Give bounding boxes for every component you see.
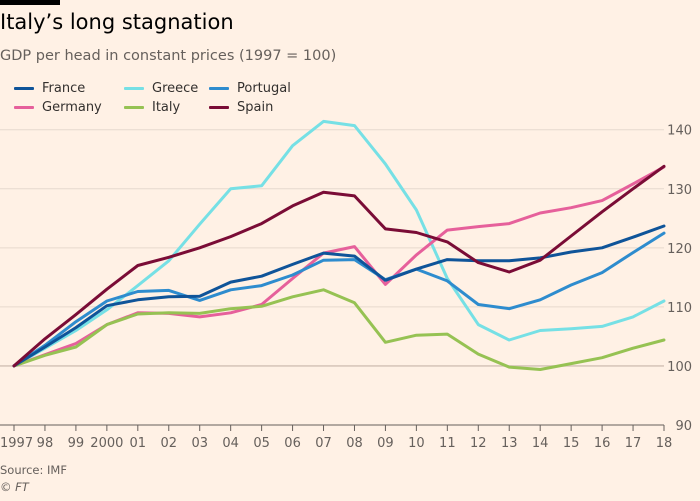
x-tick-label: 11 [439,436,456,451]
legend-swatch [209,87,229,90]
legend-swatch [209,106,229,109]
x-tick-label: 03 [191,436,208,451]
x-tick-label: 06 [284,436,301,451]
x-tick-label: 10 [408,436,425,451]
chart-title: Italy’s long stagnation [0,10,234,34]
x-tick-label: 98 [37,436,54,451]
x-tick-label: 2000 [90,436,123,451]
x-tick-label: 17 [625,436,642,451]
series-line-greece [12,119,666,368]
legend-swatch [124,106,144,109]
legend-swatch [14,87,34,90]
x-tick-label: 14 [532,436,549,451]
x-tick-label: 12 [470,436,487,451]
legend-label: Spain [237,100,274,115]
x-tick-label: 09 [377,436,394,451]
series-line-italy [12,288,666,371]
legend-label: France [42,81,86,96]
y-tick-label: 140 [667,124,692,139]
y-axis-ticks: 90 100 110 120 130 140 [667,124,692,434]
series-line-portugal [12,231,666,368]
legend-item-italy: Italy [124,99,180,117]
x-tick-label: 02 [160,436,177,451]
legend-item-spain: Spain [209,99,273,117]
x-tick-label: 18 [656,436,673,451]
gridlines [0,129,664,426]
legend-item-greece: Greece [124,80,198,98]
legend-item-germany: Germany [14,99,102,117]
credit: © FT [0,480,29,494]
y-tick-label: 90 [675,419,692,434]
legend-swatch [14,106,34,109]
series-line-france [12,224,666,368]
series-line-spain [12,164,666,368]
legend-label: Greece [152,81,199,96]
y-tick-label: 130 [667,183,692,198]
x-tick-label: 16 [594,436,611,451]
x-tick-label: 05 [253,436,270,451]
y-tick-label: 100 [667,360,692,375]
chart-subtitle: GDP per head in constant prices (1997 = … [0,48,337,64]
title-accent-bar [0,0,60,5]
x-tick-label: 04 [222,436,239,451]
credit-name: FT [15,480,29,494]
legend-item-portugal: Portugal [209,80,291,98]
legend-swatch [124,87,144,90]
series-lines [12,119,666,371]
x-tick-label: 13 [501,436,518,451]
source-note: Source: IMF [0,463,67,477]
x-axis-ticks: 1997 98 99 2000 01 02 03 04 05 06 07 08 09 10 11 12 13 14… [0,424,673,451]
x-tick-label: 07 [315,436,332,451]
x-tick-label: 01 [130,436,147,451]
legend-label: Portugal [237,81,291,96]
x-tick-label: 99 [68,436,85,451]
x-tick-label: 15 [563,436,580,451]
chart-legend: France Germany Greece Italy Portugal Spa… [14,80,314,120]
x-tick-label: 1997 [0,436,33,451]
legend-label: Italy [152,100,181,115]
series-line-germany [12,165,666,368]
x-tick-label: 08 [346,436,363,451]
legend-label: Germany [42,100,102,115]
y-tick-label: 110 [667,301,692,316]
legend-item-france: France [14,80,85,98]
copyright-symbol: © [0,480,12,494]
y-tick-label: 120 [667,242,692,257]
